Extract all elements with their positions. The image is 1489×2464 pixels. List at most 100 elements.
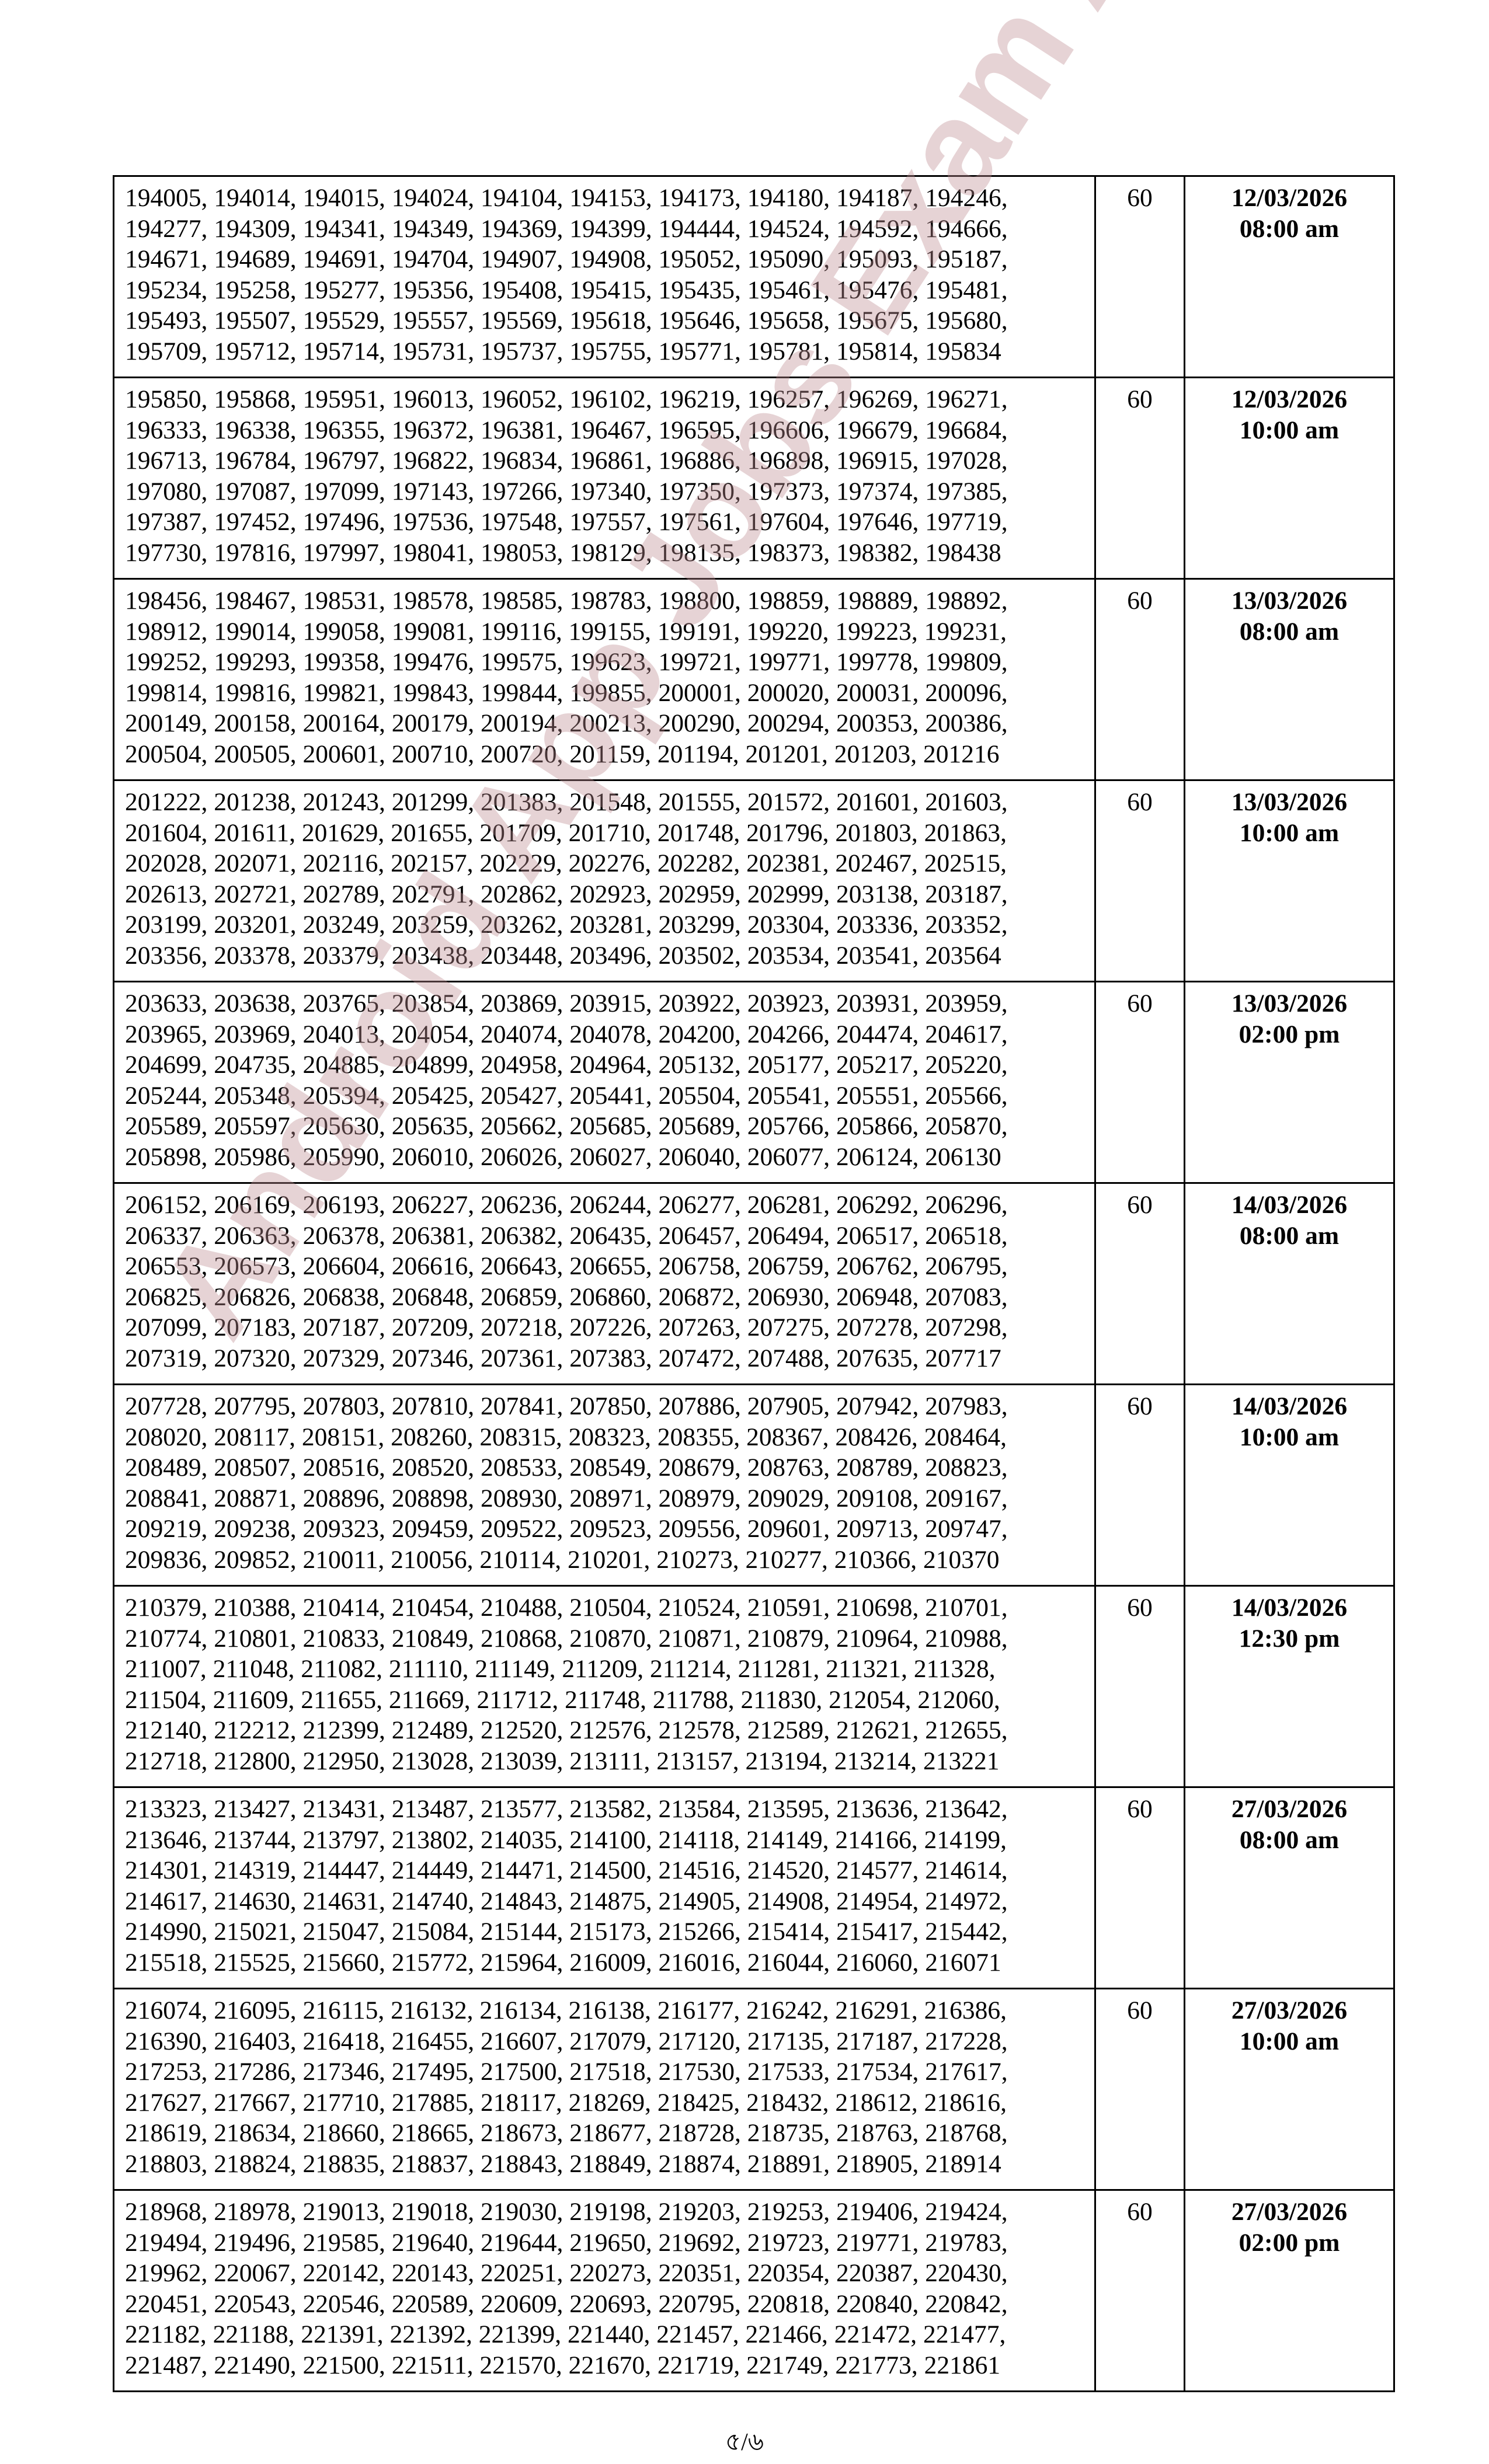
roll-numbers-line: 196333, 196338, 196355, 196372, 196381, … [125,416,1008,444]
roll-numbers-line: 195850, 195868, 195951, 196013, 196052, … [125,385,1008,413]
exam-datetime-cell: 27/03/2026 02:00 pm [1184,2189,1395,2392]
roll-numbers-line: 197387, 197452, 197496, 197536, 197548, … [125,508,1008,536]
roll-numbers-line: 201604, 201611, 201629, 201655, 201709, … [125,818,1007,847]
candidate-count-cell: 60 [1094,175,1185,378]
roll-numbers-line: 200149, 200158, 200164, 200179, 200194, … [125,709,1008,737]
roll-numbers-line: 195709, 195712, 195714, 195731, 195737, … [125,337,1001,365]
exam-date: 14/03/2026 [1231,1191,1348,1219]
roll-numbers-line: 208841, 208871, 208896, 208898, 208930, … [125,1484,1008,1512]
roll-numbers-line: 205244, 205348, 205394, 205425, 205427, … [125,1081,1008,1110]
exam-date: 27/03/2026 [1231,1795,1348,1823]
roll-numbers-line: 198456, 198467, 198531, 198578, 198585, … [125,587,1008,615]
roll-numbers-line: 197730, 197816, 197997, 198041, 198053, … [125,538,1001,567]
roll-numbers-cell: 216074, 216095, 216115, 216132, 216134, … [113,1988,1096,2191]
roll-numbers-line: 201222, 201238, 201243, 201299, 201383, … [125,788,1008,816]
candidate-count-cell: 60 [1094,1786,1185,1989]
exam-datetime-cell: 13/03/2026 08:00 am [1184,578,1395,781]
roll-numbers-line: 200504, 200505, 200601, 200710, 200720, … [125,740,1000,768]
roll-numbers-line: 206825, 206826, 206838, 206848, 206859, … [125,1282,1008,1311]
exam-date: 27/03/2026 [1231,2198,1348,2226]
table-row: 195850, 195868, 195951, 196013, 196052, … [113,377,1395,580]
roll-numbers-line: 218803, 218824, 218835, 218837, 218843, … [125,2149,1001,2178]
page-number: ৫/৬ [725,2429,764,2456]
roll-numbers-line: 219962, 220067, 220142, 220143, 220251, … [125,2259,1008,2287]
candidate-count-cell: 60 [1094,2189,1185,2392]
exam-time: 12:30 pm [1238,1624,1340,1653]
roll-numbers-cell: 206152, 206169, 206193, 206227, 206236, … [113,1182,1096,1385]
roll-numbers-cell: 213323, 213427, 213431, 213487, 213577, … [113,1786,1096,1989]
roll-numbers-line: 199252, 199293, 199358, 199476, 199575, … [125,648,1008,676]
roll-numbers-line: 217627, 217667, 217710, 217885, 218117, … [125,2088,1007,2117]
table-row: 194005, 194014, 194015, 194024, 194104, … [113,175,1395,378]
roll-numbers-cell: 203633, 203638, 203765, 203854, 203869, … [113,981,1096,1184]
roll-numbers-line: 194005, 194014, 194015, 194024, 194104, … [125,184,1008,212]
roll-numbers-line: 221487, 221490, 221500, 221511, 221570, … [125,2351,1001,2379]
roll-numbers-cell: 198456, 198467, 198531, 198578, 198585, … [113,578,1096,781]
exam-date: 27/03/2026 [1231,1996,1348,2024]
exam-datetime-cell: 13/03/2026 02:00 pm [1184,981,1395,1184]
table-row: 218968, 218978, 219013, 219018, 219030, … [113,2189,1395,2392]
table-row: 216074, 216095, 216115, 216132, 216134, … [113,1988,1395,2191]
roll-numbers-line: 203199, 203201, 203249, 203259, 203262, … [125,911,1008,939]
candidate-count-cell: 60 [1094,578,1185,781]
roll-numbers-line: 199814, 199816, 199821, 199843, 199844, … [125,678,1008,707]
roll-numbers-cell: 201222, 201238, 201243, 201299, 201383, … [113,779,1096,982]
roll-numbers-line: 194671, 194689, 194691, 194704, 194907, … [125,245,1008,273]
exam-date: 12/03/2026 [1231,184,1348,212]
table-row: 206152, 206169, 206193, 206227, 206236, … [113,1182,1395,1385]
exam-datetime-cell: 27/03/2026 10:00 am [1184,1988,1395,2191]
roll-numbers-line: 220451, 220543, 220546, 220589, 220609, … [125,2289,1008,2318]
roll-numbers-line: 217253, 217286, 217346, 217495, 217500, … [125,2058,1008,2086]
roll-numbers-line: 212718, 212800, 212950, 213028, 213039, … [125,1747,1000,1775]
roll-numbers-line: 195234, 195258, 195277, 195356, 195408, … [125,276,1008,304]
roll-numbers-line: 212140, 212212, 212399, 212489, 212520, … [125,1716,1008,1744]
roll-numbers-line: 210774, 210801, 210833, 210849, 210868, … [125,1624,1008,1653]
exam-date: 14/03/2026 [1231,1594,1348,1622]
roll-numbers-cell: 218968, 218978, 219013, 219018, 219030, … [113,2189,1096,2392]
exam-schedule-table: 194005, 194014, 194015, 194024, 194104, … [113,175,1395,2392]
roll-numbers-line: 198912, 199014, 199058, 199081, 199116, … [125,617,1007,646]
roll-numbers-cell: 210379, 210388, 210414, 210454, 210488, … [113,1585,1096,1788]
roll-numbers-line: 209219, 209238, 209323, 209459, 209522, … [125,1515,1008,1543]
candidate-count-cell: 60 [1094,981,1185,1184]
roll-numbers-line: 204699, 204735, 204885, 204899, 204958, … [125,1051,1008,1079]
candidate-count-cell: 60 [1094,1585,1185,1788]
roll-numbers-line: 203356, 203378, 203379, 203438, 203448, … [125,941,1001,970]
roll-numbers-line: 216390, 216403, 216418, 216455, 216607, … [125,2027,1008,2055]
roll-numbers-line: 210379, 210388, 210414, 210454, 210488, … [125,1594,1008,1622]
roll-numbers-cell: 195850, 195868, 195951, 196013, 196052, … [113,377,1096,580]
exam-time: 10:00 am [1239,818,1340,847]
table-row: 198456, 198467, 198531, 198578, 198585, … [113,578,1395,781]
roll-numbers-line: 211007, 211048, 211082, 211110, 211149, … [125,1655,996,1683]
exam-date: 13/03/2026 [1231,788,1348,816]
exam-time: 08:00 am [1239,617,1340,646]
roll-numbers-line: 207728, 207795, 207803, 207810, 207841, … [125,1392,1008,1420]
roll-numbers-line: 211504, 211609, 211655, 211669, 211712, … [125,1685,1000,1714]
roll-numbers-line: 206337, 206363, 206378, 206381, 206382, … [125,1221,1008,1250]
roll-numbers-line: 208020, 208117, 208151, 208260, 208315, … [125,1423,1007,1451]
roll-numbers-line: 194277, 194309, 194341, 194349, 194369, … [125,214,1008,243]
candidate-count-cell: 60 [1094,1988,1185,2191]
table-row: 213323, 213427, 213431, 213487, 213577, … [113,1786,1395,1989]
table-row: 210379, 210388, 210414, 210454, 210488, … [113,1585,1395,1788]
roll-numbers-line: 197080, 197087, 197099, 197143, 197266, … [125,477,1008,506]
exam-date: 12/03/2026 [1231,385,1348,413]
roll-numbers-line: 195493, 195507, 195529, 195557, 195569, … [125,306,1008,334]
roll-numbers-line: 202613, 202721, 202789, 202791, 202862, … [125,880,1008,908]
roll-numbers-line: 206553, 206573, 206604, 206616, 206643, … [125,1252,1008,1280]
exam-time: 08:00 am [1239,1221,1340,1250]
exam-date: 13/03/2026 [1231,587,1348,615]
roll-numbers-line: 218619, 218634, 218660, 218665, 218673, … [125,2119,1008,2147]
candidate-count-cell: 60 [1094,1383,1185,1587]
exam-time: 02:00 pm [1238,2228,1340,2257]
candidate-count-cell: 60 [1094,779,1185,982]
roll-numbers-line: 213323, 213427, 213431, 213487, 213577, … [125,1795,1008,1823]
exam-time: 08:00 am [1239,214,1340,243]
roll-numbers-line: 216074, 216095, 216115, 216132, 216134, … [125,1996,1007,2024]
roll-numbers-line: 218968, 218978, 219013, 219018, 219030, … [125,2198,1008,2226]
roll-numbers-line: 209836, 209852, 210011, 210056, 210114, … [125,1545,1000,1574]
roll-numbers-line: 221182, 221188, 221391, 221392, 221399, … [125,2320,1006,2348]
roll-numbers-line: 206152, 206169, 206193, 206227, 206236, … [125,1191,1008,1219]
roll-numbers-line: 203633, 203638, 203765, 203854, 203869, … [125,989,1008,1017]
roll-numbers-cell: 194005, 194014, 194015, 194024, 194104, … [113,175,1096,378]
